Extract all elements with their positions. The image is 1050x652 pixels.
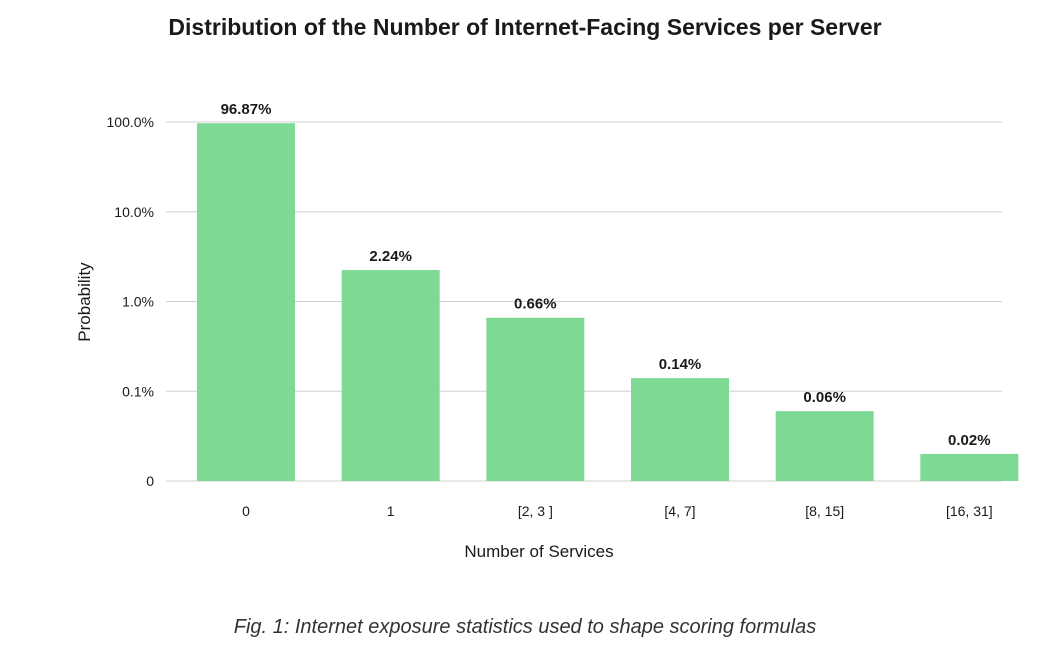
y-tick-label: 1.0% — [122, 294, 154, 310]
x-tick-label: [8, 15] — [805, 503, 844, 519]
x-tick-label: [16, 31] — [946, 503, 993, 519]
data-label: 0.06% — [803, 389, 846, 406]
bars — [197, 123, 1019, 482]
y-tick-label: 100.0% — [107, 114, 154, 130]
data-label: 2.24% — [369, 248, 412, 265]
y-tick-label: 0 — [146, 473, 154, 489]
y-tick-label: 10.0% — [114, 204, 154, 220]
data-labels: 96.87% 2.24% 0.66% 0.14% 0.06% 0.02% — [221, 101, 991, 449]
y-tick-label: 0.1% — [122, 383, 154, 399]
x-tick-label: 1 — [387, 503, 395, 519]
figure-caption: Fig. 1: Internet exposure statistics use… — [233, 616, 817, 638]
bar — [486, 317, 585, 481]
data-label: 96.87% — [221, 101, 272, 118]
x-tick-label: [2, 3 ] — [518, 503, 553, 519]
x-tick-label: [4, 7] — [664, 503, 695, 519]
x-axis-label: Number of Services — [464, 542, 613, 561]
bar — [920, 453, 1019, 481]
data-label: 0.66% — [514, 296, 557, 313]
x-tick-labels: 0 1 [2, 3 ] [4, 7] [8, 15] [16, 31] — [242, 503, 993, 519]
bar — [197, 123, 295, 482]
data-label: 0.14% — [659, 356, 702, 373]
x-tick-label: 0 — [242, 503, 250, 519]
y-axis-label: Probability — [75, 262, 94, 342]
bar — [775, 411, 874, 481]
bar-chart: 96.87% 2.24% 0.66% 0.14% 0.06% 0.02% 0 0.1% 1.0… — [75, 101, 1019, 561]
chart-title: Distribution of the Number of Internet-F… — [168, 14, 882, 40]
bar — [341, 270, 440, 481]
y-tick-labels: 0 0.1% 1.0% 10.0% 100.0% — [107, 114, 155, 489]
bar — [631, 378, 729, 481]
data-label: 0.02% — [948, 432, 991, 449]
